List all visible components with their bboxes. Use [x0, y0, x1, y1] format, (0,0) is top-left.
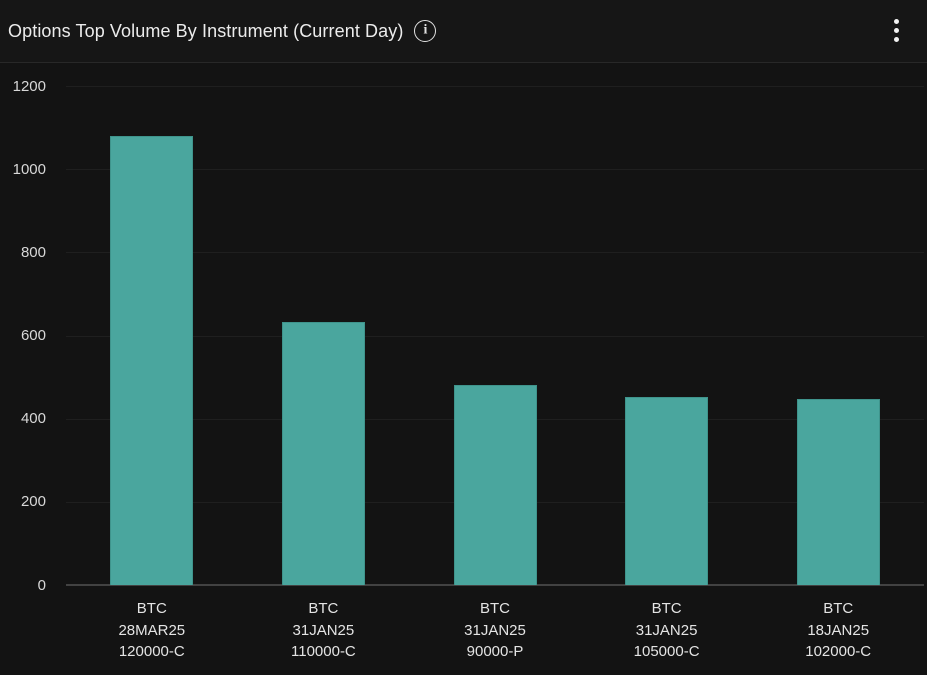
info-icon[interactable]: i [414, 20, 437, 42]
y-tick-label: 1200 [12, 77, 46, 95]
x-category-label: BTC 18JAN25 102000-C [805, 600, 872, 660]
x-category-label: BTC 31JAN25 90000-P [464, 600, 526, 660]
bar-4[interactable] [625, 397, 709, 585]
x-axis-line [66, 584, 924, 586]
y-tick-label: 600 [20, 327, 46, 344]
kebab-vertical-icon [893, 18, 899, 42]
gridline [66, 252, 924, 254]
y-tick-label: 800 [20, 243, 46, 261]
bar-2[interactable] [281, 322, 365, 585]
more-options-button[interactable] [883, 11, 909, 49]
y-tick-label: 1000 [12, 160, 46, 178]
gridline [66, 169, 924, 171]
panel-header: Options Top Volume By Instrument (Curren… [0, 0, 927, 63]
gridline [66, 335, 924, 337]
bar-1[interactable] [110, 135, 194, 585]
bar-3[interactable] [453, 385, 537, 585]
panel-title: Options Top Volume By Instrument (Curren… [8, 20, 404, 41]
x-category-label: BTC 28MAR25 120000-C [118, 600, 186, 660]
bar-5[interactable] [796, 399, 880, 585]
y-tick-label: 200 [20, 493, 46, 511]
gridline [66, 86, 924, 87]
y-tick-label: 0 [37, 576, 46, 594]
info-icon-glyph: i [423, 22, 428, 38]
y-tick-label: 400 [20, 410, 46, 428]
x-category-label: BTC 31JAN25 110000-C [291, 600, 356, 660]
x-category-label: BTC 31JAN25 105000-C [633, 600, 700, 660]
